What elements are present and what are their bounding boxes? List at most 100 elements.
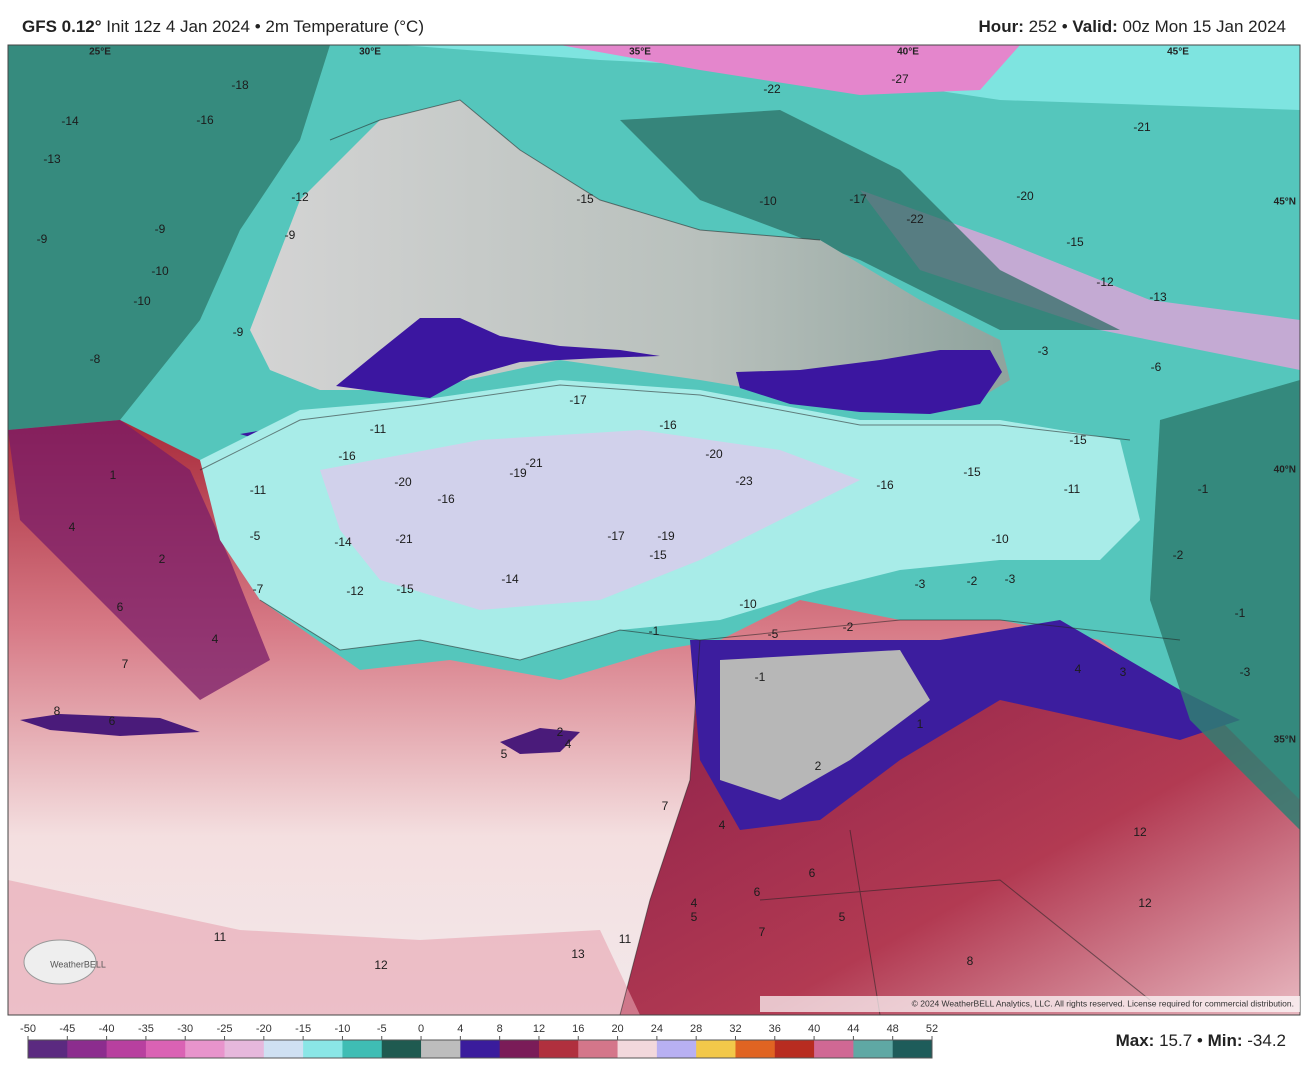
cold-blob-east (736, 350, 1002, 414)
colorbar-segment (814, 1040, 854, 1058)
min: -34.2 (1247, 1031, 1286, 1050)
temperature-label: -14 (61, 114, 79, 128)
colorbar-tick-label: 4 (457, 1023, 463, 1035)
colorbar-segment (696, 1040, 736, 1058)
model: GFS 0.12° (22, 17, 102, 36)
temperature-label: -15 (1066, 235, 1084, 249)
temperature-label: -16 (338, 449, 356, 463)
temperature-label: 4 (69, 520, 76, 534)
temperature-label: -16 (196, 113, 214, 127)
temperature-label: -21 (1133, 120, 1151, 134)
temperature-label: 6 (117, 600, 124, 614)
temperature-label: -12 (1096, 275, 1114, 289)
max-label: Max: (1116, 1031, 1155, 1050)
region-northwest (8, 45, 330, 430)
temperature-label: -19 (657, 529, 675, 543)
region-caucasus (1150, 380, 1300, 830)
temperature-label: -17 (569, 393, 587, 407)
temperature-label: 4 (565, 737, 572, 751)
temperature-label: -1 (649, 624, 660, 638)
temperature-label: -9 (233, 325, 244, 339)
valid: 00z Mon 15 Jan 2024 (1122, 17, 1286, 36)
colorbar-segment (67, 1040, 108, 1058)
colorbar-frame (27, 1039, 933, 1059)
temperature-label: 1 (917, 717, 924, 731)
temperature-label: -11 (1064, 482, 1081, 496)
colorbar-segment (145, 1040, 186, 1058)
temperature-label: 4 (719, 818, 726, 832)
cold-blob-west (336, 318, 660, 398)
longitude-label: 40°E (897, 47, 919, 58)
logo: WeatherBELL (50, 959, 106, 969)
temperature-label: 12 (1133, 825, 1147, 839)
max: 15.7 (1159, 1031, 1192, 1050)
temperature-label: -27 (891, 72, 909, 86)
temperature-label: -23 (735, 474, 753, 488)
colorbar-segment (774, 1040, 815, 1058)
temperature-label: 7 (759, 925, 766, 939)
temperature-label: -3 (915, 577, 926, 591)
colorbar-tick-label: 16 (572, 1023, 584, 1035)
temperature-label: 7 (122, 657, 129, 671)
longitude-label: 25°E (89, 47, 111, 58)
temperature-label: 11 (619, 932, 632, 946)
temperature-label: -1 (1235, 606, 1246, 620)
temperature-label: -13 (1149, 290, 1167, 304)
header-left: GFS 0.12° Init 12z 4 Jan 2024 • 2m Tempe… (22, 17, 424, 36)
temperature-label: -13 (43, 152, 61, 166)
colorbar-segment (106, 1040, 147, 1058)
colorbar-tick-label: -25 (217, 1023, 233, 1035)
colorbar-segment (892, 1040, 933, 1058)
temperature-label: -16 (437, 492, 455, 506)
temperature-label: -3 (1005, 572, 1016, 586)
colorbar-tick-label: 8 (497, 1023, 503, 1035)
colorbar-segment (303, 1040, 343, 1058)
temperature-label: 4 (212, 632, 219, 646)
region-pink-east (860, 190, 1300, 370)
colorbar-segment (263, 1040, 304, 1058)
colorbar-tick-label: -15 (295, 1023, 311, 1035)
colorbar-segment (617, 1040, 658, 1058)
colorbar-segment (460, 1040, 501, 1058)
temperature-label: -5 (768, 627, 779, 641)
copyright: © 2024 WeatherBELL Analytics, LLC. All r… (912, 998, 1294, 1008)
colorbar-tick-label: 52 (926, 1023, 938, 1035)
coastline-north (199, 384, 1131, 471)
temperature-label: 5 (691, 910, 698, 924)
temperature-label: 5 (839, 910, 846, 924)
temperature-label: 12 (1138, 896, 1152, 910)
temperature-label: -1 (1198, 482, 1209, 496)
coastline-south (259, 599, 701, 1016)
region-aegean (8, 420, 270, 700)
temperature-label: 12 (374, 958, 388, 972)
colorbar-segment (853, 1040, 894, 1058)
colorbar-segment (499, 1040, 540, 1058)
temperature-label: 2 (815, 759, 822, 773)
temperature-label: -9 (37, 232, 48, 246)
temperature-label: -10 (991, 532, 1009, 546)
colorbar-tick-label: -20 (256, 1023, 272, 1035)
temperature-label: 6 (754, 885, 761, 899)
colorbar-tick-label: 32 (729, 1023, 741, 1035)
crete (20, 714, 200, 736)
colorbar-segment (28, 1040, 68, 1058)
region-dark-teal (620, 110, 1120, 330)
colorbar-tick-label: 40 (808, 1023, 820, 1035)
temperature-label: -14 (334, 535, 352, 549)
separator: • (255, 17, 261, 36)
temperature-label: -17 (607, 529, 625, 543)
separator: • (1062, 17, 1068, 36)
colorbar-tick-label: -45 (59, 1023, 75, 1035)
temperature-label: -22 (906, 212, 924, 226)
temperature-label: 8 (967, 954, 974, 968)
latitude-label: 45°N (1274, 197, 1296, 208)
country-borders (699, 619, 1181, 1016)
borders (199, 99, 1181, 1016)
temperature-label: 13 (571, 947, 585, 961)
temperature-label: 6 (109, 714, 116, 728)
copyright-bg (760, 996, 1300, 1012)
colorbar-segment (185, 1040, 226, 1058)
colorbar-segment (421, 1040, 461, 1058)
colorbar-segment (342, 1040, 383, 1058)
